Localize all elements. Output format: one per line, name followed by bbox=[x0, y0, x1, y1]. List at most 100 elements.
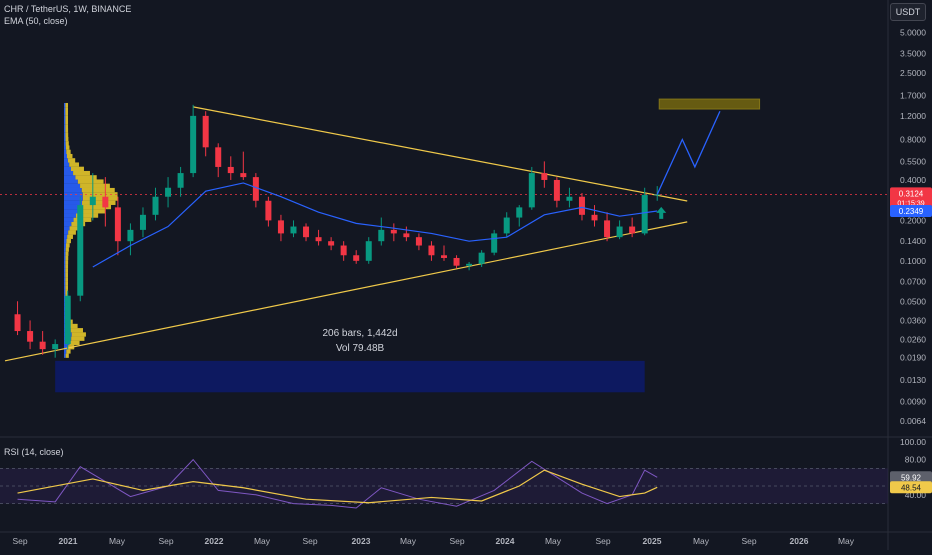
volume-profile-bar-down bbox=[65, 119, 69, 125]
currency-button[interactable]: USDT bbox=[890, 3, 926, 21]
volume-profile-bar-down bbox=[65, 128, 69, 133]
volume-profile-bar-down bbox=[65, 260, 69, 265]
ema-price-badge bbox=[890, 205, 932, 218]
time-axis-label: May bbox=[109, 536, 126, 546]
volume-profile-bar-up bbox=[64, 230, 69, 235]
volume-profile-bar-down bbox=[75, 213, 99, 218]
ema-line bbox=[92, 182, 658, 268]
volume-profile-bar-down bbox=[81, 187, 115, 193]
candle-body bbox=[315, 237, 322, 242]
time-axis-label: Sep bbox=[741, 536, 756, 546]
volume-profile-bar-down bbox=[71, 336, 85, 341]
time-axis-label: May bbox=[254, 536, 271, 546]
price-tick-label: 1.7000 bbox=[900, 91, 926, 101]
volume-profile-bar-down bbox=[78, 209, 105, 214]
ema-price-label: 0.2349 bbox=[899, 207, 924, 216]
candle-body bbox=[466, 263, 473, 266]
volume-profile-bar-up bbox=[64, 268, 66, 273]
time-axis-label: May bbox=[545, 536, 562, 546]
volume-profile-bar-down bbox=[65, 136, 69, 142]
candle-body bbox=[403, 233, 410, 238]
volume-profile-bar-up bbox=[64, 289, 66, 295]
candle-body bbox=[64, 295, 71, 345]
support-trendline bbox=[4, 221, 688, 362]
volume-profile-bar-down bbox=[65, 255, 69, 261]
volume-profile-bar-down bbox=[68, 323, 78, 329]
candle-body bbox=[353, 255, 360, 261]
up-arrow-icon bbox=[656, 206, 667, 219]
volume-profile-bar-up bbox=[64, 145, 66, 150]
volume-profile-bar-up bbox=[64, 345, 68, 350]
candle-body bbox=[240, 173, 247, 178]
candle-body bbox=[89, 196, 96, 206]
volume-profile-bar-up bbox=[64, 277, 66, 282]
volume-profile-bar-up bbox=[64, 124, 66, 129]
volume-profile-bar-up bbox=[64, 192, 83, 197]
candle-body bbox=[491, 233, 498, 253]
volume-profile-bar-up bbox=[64, 234, 68, 239]
candle-body bbox=[190, 115, 197, 174]
volume-profile-bar-down bbox=[82, 200, 116, 205]
volume-profile-bar-down bbox=[66, 349, 71, 354]
volume-profile-bar-up bbox=[64, 251, 66, 256]
candle-body bbox=[14, 314, 21, 332]
volume-profile-bar-up bbox=[64, 179, 78, 184]
symbol-legend[interactable]: CHR / TetherUS, 1W, BINANCE bbox=[4, 4, 132, 14]
candle-body bbox=[516, 207, 523, 218]
current-price-badge bbox=[890, 187, 932, 208]
volume-profile-bar-down bbox=[80, 183, 110, 188]
volume-profile-bar-up bbox=[64, 141, 66, 146]
volume-profile-bar-down bbox=[70, 328, 83, 333]
volume-profile-bar-down bbox=[69, 162, 80, 167]
candle-body bbox=[127, 229, 134, 242]
volume-profile-bar-up bbox=[64, 353, 66, 358]
rsi-tick-label: 40.00 bbox=[905, 490, 927, 500]
time-axis-label: 2025 bbox=[643, 536, 662, 546]
time-axis-label: Sep bbox=[449, 536, 464, 546]
volume-profile-bar-up bbox=[64, 196, 83, 201]
rsi-ma-badge bbox=[890, 481, 932, 494]
volume-profile-bar-down bbox=[67, 234, 73, 239]
volume-profile-bar-up bbox=[64, 264, 66, 269]
candle-body bbox=[227, 166, 234, 174]
candle-body bbox=[139, 214, 146, 230]
volume-profile-bar-down bbox=[71, 332, 86, 337]
rsi-value-label: 59.92 bbox=[901, 473, 922, 482]
price-tick-label: 2.5000 bbox=[900, 68, 926, 78]
current-price-label: 0.3124 bbox=[899, 189, 924, 198]
volume-profile-bar-down bbox=[65, 107, 69, 112]
volume-profile bbox=[64, 102, 118, 358]
volume-profile-bar-up bbox=[64, 294, 66, 299]
volume-profile-bar-down bbox=[73, 170, 90, 176]
volume-profile-bar-up bbox=[64, 166, 71, 171]
measure-volume-label: Vol 79.48B bbox=[335, 343, 385, 354]
candle-body bbox=[328, 241, 335, 246]
candle-body bbox=[215, 147, 222, 167]
candle-body bbox=[290, 226, 297, 234]
volume-profile-bar-up bbox=[64, 247, 66, 252]
volume-profile-bar-up bbox=[64, 132, 66, 138]
rsi-legend[interactable]: RSI (14, close) bbox=[4, 447, 64, 457]
volume-profile-bar-down bbox=[65, 141, 69, 146]
countdown-label: 01:15:39 bbox=[897, 200, 924, 207]
rsi-tick-label: 80.00 bbox=[905, 455, 927, 465]
candle-body bbox=[378, 229, 385, 242]
ema-legend[interactable]: EMA (50, close) bbox=[4, 16, 68, 26]
volume-profile-bar-up bbox=[64, 298, 66, 303]
candle-body bbox=[641, 194, 648, 234]
candle-body bbox=[340, 245, 347, 256]
volume-profile-bar-down bbox=[66, 149, 71, 155]
volume-profile-bar-down bbox=[65, 115, 69, 121]
volume-profile-bar-down bbox=[65, 264, 69, 269]
volume-profile-bar-down bbox=[65, 277, 69, 282]
candle-body bbox=[365, 241, 372, 261]
price-tick-label: 0.0360 bbox=[900, 315, 926, 325]
candle-body bbox=[553, 179, 560, 201]
volume-profile-bar-up bbox=[64, 162, 70, 167]
candle-body bbox=[152, 196, 159, 215]
volume-profile-bar-up bbox=[64, 136, 66, 142]
volume-profile-bar-up bbox=[64, 204, 81, 210]
candle-body bbox=[566, 196, 573, 201]
